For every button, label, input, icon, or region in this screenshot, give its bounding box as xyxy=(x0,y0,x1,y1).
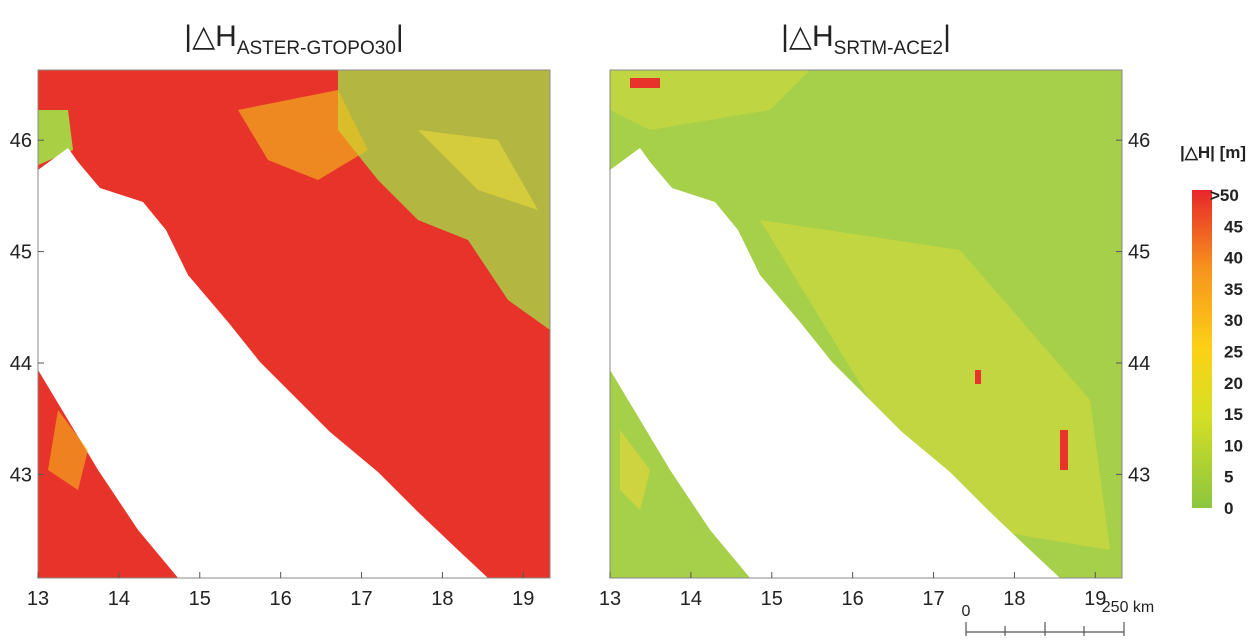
y-tick-label: 44 xyxy=(1128,353,1150,375)
y-tick-label: 45 xyxy=(10,242,32,264)
legend-label: 30 xyxy=(1224,311,1243,330)
x-tick-label: 15 xyxy=(761,588,783,610)
x-tick-label: 13 xyxy=(27,588,49,610)
legend-label: 5 xyxy=(1224,468,1233,487)
map-title: |△HSRTM-ACE2| xyxy=(781,20,951,59)
x-tick-label: 19 xyxy=(512,588,534,610)
legend-title: |△H| [m] xyxy=(1180,143,1246,162)
legend-label: 40 xyxy=(1224,249,1243,268)
x-tick-label: 16 xyxy=(270,588,292,610)
title-subscript: SRTM-ACE2 xyxy=(834,38,943,59)
legend-label: 20 xyxy=(1224,374,1243,393)
y-tick-label: 46 xyxy=(10,130,32,152)
y-tick-label: 45 xyxy=(1128,242,1150,264)
title-suffix: | xyxy=(396,20,404,53)
map-title: |△HASTER-GTOPO30| xyxy=(184,20,403,59)
y-tick-label: 43 xyxy=(1128,464,1150,486)
scale-label: 250 km xyxy=(1102,599,1154,616)
x-tick-label: 13 xyxy=(599,588,621,610)
x-tick-label: 16 xyxy=(842,588,864,610)
x-tick-label: 19 xyxy=(1084,588,1106,610)
scale-label: 0 xyxy=(962,603,971,620)
x-tick-label: 15 xyxy=(189,588,211,610)
x-tick-label: 14 xyxy=(108,588,130,610)
map-aster-gtopo30 xyxy=(38,70,550,578)
colorbar xyxy=(1192,190,1212,508)
scale-bar xyxy=(965,622,1125,636)
y-tick-label: 44 xyxy=(10,353,32,375)
legend-label: 0 xyxy=(1224,499,1233,518)
map-frame xyxy=(609,69,1123,579)
x-tick-label: 18 xyxy=(431,588,453,610)
title-suffix: | xyxy=(943,20,951,53)
y-tick-label: 46 xyxy=(1128,130,1150,152)
legend-label: 10 xyxy=(1224,436,1243,455)
legend-label: >50 xyxy=(1210,186,1239,205)
x-tick-label: 17 xyxy=(922,588,944,610)
legend-label: 35 xyxy=(1224,280,1243,299)
map-srtm-ace2 xyxy=(610,70,1122,578)
title-prefix: |△H xyxy=(781,20,834,53)
legend-label: 45 xyxy=(1224,217,1243,236)
map-frame xyxy=(37,69,551,579)
title-subscript: ASTER-GTOPO30 xyxy=(237,38,396,59)
legend-label: 25 xyxy=(1224,343,1243,362)
x-tick-label: 17 xyxy=(350,588,372,610)
legend-label: 15 xyxy=(1224,405,1243,424)
x-tick-label: 14 xyxy=(680,588,702,610)
y-tick-label: 43 xyxy=(10,464,32,486)
title-prefix: |△H xyxy=(184,20,237,53)
x-tick-label: 18 xyxy=(1003,588,1025,610)
